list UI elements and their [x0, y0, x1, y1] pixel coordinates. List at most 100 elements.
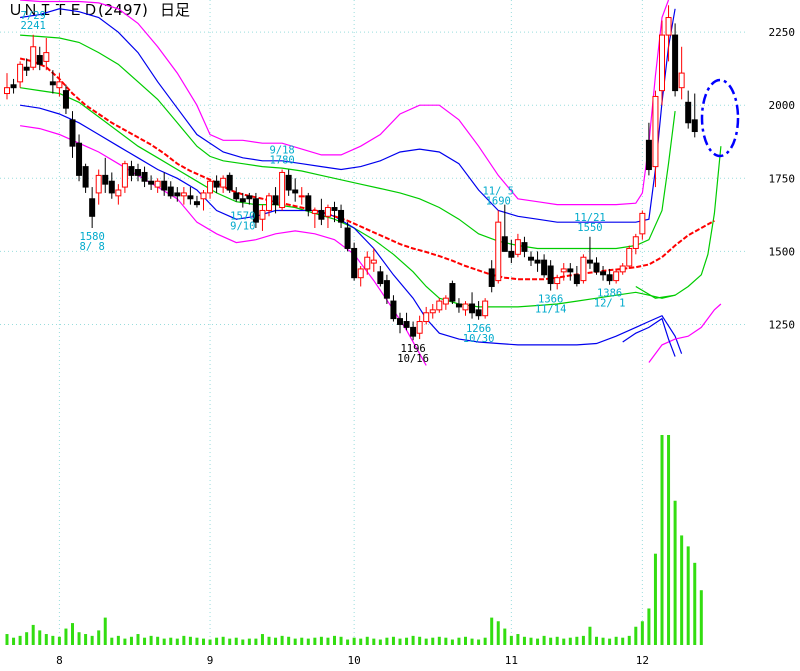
candle: [285, 169, 292, 196]
candle-body: [501, 236, 508, 252]
candle: [279, 169, 286, 211]
axis-labels: 1250 1500 1750 2000 2250 8 9 10 11 12: [56, 26, 795, 667]
volume-bar: [25, 632, 29, 645]
volume-bar: [90, 635, 94, 645]
volume-bar: [195, 637, 199, 645]
volume-bar: [247, 638, 251, 645]
volume-bar: [555, 636, 559, 645]
volume-bar: [509, 635, 513, 645]
volume-bar: [536, 638, 540, 645]
candle: [108, 172, 115, 199]
candle-body: [279, 171, 286, 209]
candle: [659, 20, 665, 106]
candle-body: [390, 300, 397, 320]
volume-bar: [12, 637, 16, 645]
candle: [501, 204, 508, 252]
band-line-minus3-tail: [648, 303, 722, 363]
candle-body: [239, 198, 246, 203]
annotation-label: 10/30: [463, 333, 495, 345]
candle: [187, 187, 194, 205]
candle-body: [410, 326, 417, 337]
volume-bar: [640, 621, 644, 645]
volume-bar: [549, 637, 553, 645]
volume-bar: [64, 628, 68, 645]
x-tick-label: 11: [505, 654, 518, 667]
y-tick-label: 1750: [769, 172, 796, 185]
volume-bar: [418, 636, 422, 645]
candle: [141, 166, 148, 188]
candle-body: [30, 46, 37, 68]
candle-body: [200, 192, 207, 200]
candle: [586, 236, 593, 269]
volume-bar: [319, 636, 323, 645]
candle: [213, 175, 220, 193]
candle-body: [311, 209, 318, 214]
candle-body: [128, 166, 135, 176]
volume-bar: [411, 635, 415, 645]
candle: [508, 239, 515, 264]
volume-bar: [215, 637, 219, 645]
volume-bar: [627, 635, 631, 645]
volume-bar: [129, 636, 133, 645]
candle: [324, 204, 331, 228]
candle-body: [495, 221, 502, 282]
volume-bar: [699, 590, 703, 645]
candle-body: [187, 195, 194, 200]
volume-bar: [162, 638, 166, 645]
volume-bar: [457, 637, 461, 645]
candle: [266, 192, 272, 217]
volume-bar: [169, 637, 173, 645]
band-line-minus3: [20, 125, 427, 366]
annotation-label: 8/ 8: [80, 241, 105, 253]
volume-bar: [208, 639, 212, 645]
volume-bar: [241, 639, 245, 645]
candle-body: [521, 242, 528, 252]
candle-body: [220, 177, 227, 188]
volume-bars: [5, 435, 703, 645]
band-line-plus1: [20, 34, 676, 250]
volume-bar: [306, 638, 310, 645]
volume-bar: [182, 635, 186, 645]
annotation-label: 7/29: [21, 10, 46, 22]
candle: [318, 198, 325, 226]
candle: [377, 266, 384, 287]
candle: [292, 178, 299, 202]
y-tick-label: 2000: [769, 99, 796, 112]
candle: [567, 263, 574, 281]
volume-bar: [339, 636, 343, 645]
volume-bar: [437, 636, 441, 645]
candle-body: [639, 212, 646, 235]
candle: [541, 254, 548, 278]
candle: [220, 175, 227, 193]
volume-bar: [483, 637, 487, 645]
candle-body: [600, 271, 607, 276]
candle-body: [567, 268, 574, 273]
annotation-label: 1386: [597, 288, 622, 300]
candle: [455, 298, 462, 313]
candle-body: [377, 271, 384, 285]
candle: [135, 163, 141, 182]
candle-body: [23, 66, 30, 71]
candle: [534, 251, 541, 272]
candle: [429, 304, 436, 319]
volume-bar: [110, 637, 114, 645]
volume-bar: [621, 637, 625, 645]
candle-body: [659, 34, 665, 92]
candle: [475, 301, 482, 320]
volume-bar: [333, 635, 336, 645]
candle: [252, 192, 259, 228]
candle: [174, 187, 181, 202]
volume-bar: [378, 639, 382, 645]
candle: [239, 192, 246, 208]
volume-bar: [136, 634, 140, 645]
candle-body: [108, 180, 115, 194]
volume-bar: [300, 637, 304, 645]
candle: [619, 263, 626, 275]
candle: [23, 58, 30, 76]
candle: [69, 111, 76, 158]
candle: [645, 122, 652, 176]
candle-body: [180, 192, 187, 197]
volume-bar: [647, 608, 651, 645]
